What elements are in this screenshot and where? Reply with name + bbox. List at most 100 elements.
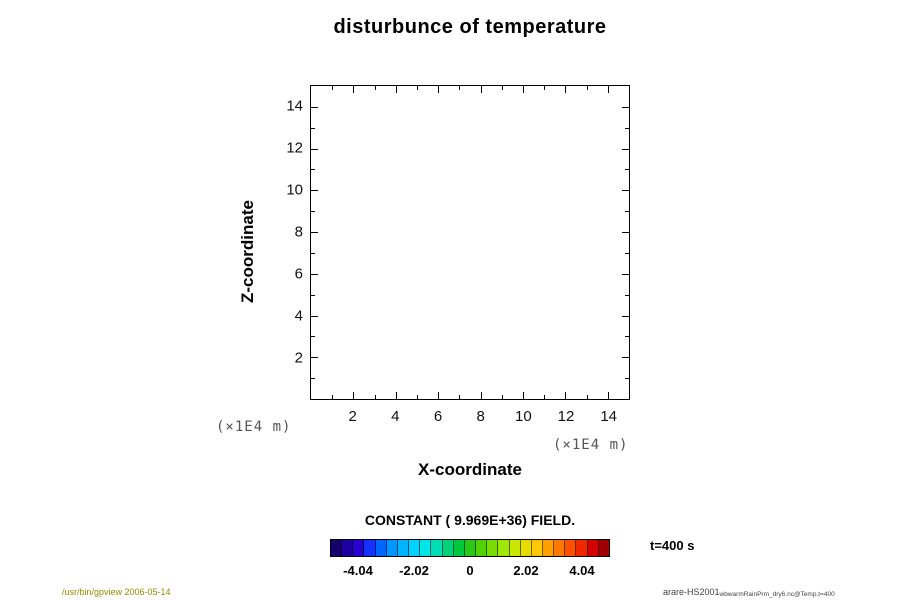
colorbar-segment <box>498 540 510 556</box>
x-tick-mark <box>565 86 567 93</box>
y-tick-mark <box>622 148 629 150</box>
x-tick-mark <box>501 86 503 90</box>
colorbar-segment <box>453 540 465 556</box>
x-tick-mark <box>395 392 397 399</box>
colorbar-segment <box>531 540 543 556</box>
colorbar-segment <box>576 540 588 556</box>
x-tick-mark <box>353 392 355 399</box>
x-tick-mark <box>544 86 546 90</box>
y-tick-mark <box>311 127 315 129</box>
colorbar-segment <box>565 540 577 556</box>
x-tick-mark <box>417 395 418 399</box>
command-datestamp: /usr/bin/gpview 2006-05-14 <box>62 587 171 597</box>
time-label: t=400 s <box>650 538 695 553</box>
x-tick-mark <box>480 392 482 399</box>
colorbar-segment <box>598 540 609 556</box>
x-tick-label: 6 <box>433 408 443 425</box>
constant-field-note: CONSTANT ( 9.969E+36) FIELD. <box>364 512 576 528</box>
dataset-caption: arare-HS2001 wbwarmRainPrm_dry6.nc@Temp,t… <box>663 587 835 598</box>
y-tick-mark <box>622 315 629 317</box>
y-axis-unit-label: (×1E4 m) <box>216 419 292 435</box>
colorbar-tick-label: -4.04 <box>343 563 373 578</box>
colorbar-segment <box>353 540 365 556</box>
y-tick-mark <box>311 336 315 338</box>
x-tick-mark <box>353 86 355 93</box>
colorbar-segment <box>342 540 354 556</box>
y-tick-mark <box>311 169 315 171</box>
colorbar-segment <box>542 540 555 556</box>
y-tick-mark <box>625 336 629 338</box>
x-tick-mark <box>332 86 334 90</box>
colorbar-tick-label: -2.02 <box>399 563 429 578</box>
x-tick-mark <box>438 86 440 93</box>
x-tick-mark <box>523 392 524 399</box>
x-tick-mark <box>459 86 461 90</box>
y-tick-mark <box>625 294 629 296</box>
x-tick-mark <box>480 86 482 93</box>
colorbar-segment <box>364 540 376 556</box>
x-tick-mark <box>332 395 334 399</box>
x-tick-mark <box>501 395 503 399</box>
colorbar-segment <box>331 540 343 556</box>
x-tick-mark <box>395 86 397 93</box>
colorbar <box>330 539 610 557</box>
y-tick-mark <box>311 190 318 192</box>
y-tick-mark <box>311 252 315 254</box>
y-tick-mark <box>311 148 318 150</box>
colorbar-segment <box>386 540 398 556</box>
y-tick-mark <box>311 106 318 108</box>
y-tick-label: 8 <box>294 223 303 241</box>
x-tick-mark <box>544 395 546 399</box>
y-tick-label: 6 <box>294 265 303 283</box>
x-tick-mark <box>607 86 609 93</box>
y-tick-mark <box>311 232 318 234</box>
colorbar-segment <box>431 540 443 556</box>
y-tick-mark <box>311 315 318 317</box>
y-tick-mark <box>622 106 629 108</box>
y-tick-mark <box>311 378 315 380</box>
y-tick-mark <box>622 273 629 275</box>
x-tick-mark <box>459 395 461 399</box>
colorbar-segment <box>487 540 499 556</box>
x-tick-mark <box>586 395 588 399</box>
colorbar-tick-label: 0 <box>466 563 474 578</box>
colorbar-segment <box>587 540 599 556</box>
y-tick-label: 14 <box>286 97 303 115</box>
x-axis-unit-label: (×1E4 m) <box>553 437 629 453</box>
x-tick-mark <box>374 86 376 90</box>
y-tick-mark <box>625 252 629 254</box>
colorbar-segment <box>409 540 421 556</box>
colorbar-segment <box>520 540 532 556</box>
colorbar-segment <box>397 540 410 556</box>
colorbar-labels: -4.04 -2.02 0 2.02 4.04 <box>330 563 610 579</box>
x-axis-label: X-coordinate <box>418 460 522 479</box>
x-tick-mark <box>586 86 588 90</box>
colorbar-segment <box>442 540 454 556</box>
x-tick-label: 10 <box>514 408 532 425</box>
colorbar-segment <box>464 540 477 556</box>
x-tick-label: 8 <box>476 408 485 425</box>
y-tick-mark <box>625 169 629 171</box>
colorbar-segment <box>554 540 566 556</box>
y-tick-mark <box>622 357 629 359</box>
y-tick-mark <box>625 211 629 213</box>
colorbar-segment <box>375 540 387 556</box>
y-tick-label: 10 <box>286 181 303 199</box>
y-tick-mark <box>622 190 629 192</box>
x-tick-label: 14 <box>600 408 617 425</box>
x-tick-mark <box>417 86 418 90</box>
colorbar-tick-label: 2.02 <box>513 563 539 578</box>
x-tick-mark <box>438 392 440 399</box>
dataset-variable-suffix: wbwarmRainPrm_dry6.nc@Temp,t=400 <box>719 591 835 598</box>
x-tick-label: 2 <box>348 408 357 425</box>
y-tick-label: 4 <box>294 307 303 325</box>
x-tick-mark <box>607 392 609 399</box>
page-title: disturbunce of temperature <box>333 16 607 38</box>
colorbar-segment <box>420 540 432 556</box>
y-tick-mark <box>622 232 629 234</box>
x-tick-mark <box>374 395 376 399</box>
y-tick-mark <box>311 357 318 359</box>
x-tick-mark <box>523 86 524 93</box>
dataset-name: arare-HS2001 <box>663 587 720 597</box>
